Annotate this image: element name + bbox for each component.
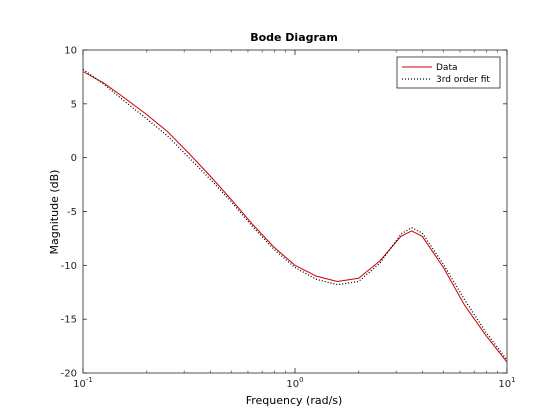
y-tick-label: -5: [67, 207, 77, 218]
axes-box: [82, 49, 508, 374]
series-layer: [82, 68, 508, 363]
chart-title: Bode Diagram: [250, 31, 338, 44]
legend-label-fit: 3rd order fit: [436, 75, 490, 85]
y-tick-label: 0: [71, 153, 77, 164]
legend-label-data: Data: [436, 63, 458, 73]
y-tick-label: 10: [64, 46, 77, 57]
y-axis-label: Magnitude (dB): [48, 170, 61, 255]
x-axis-label: Frequency (rad/s): [246, 394, 343, 407]
x-tick-label: 100: [286, 376, 303, 390]
y-tick-label: 5: [71, 99, 77, 110]
y-tick-label: -10: [61, 261, 77, 272]
series-line-0: [82, 71, 508, 363]
y-tick-label: -15: [61, 315, 77, 326]
x-tick-label: 101: [498, 376, 515, 390]
legend-box: [396, 56, 501, 89]
x-tick-label: 10-1: [73, 376, 93, 390]
y-tick-label: -20: [61, 369, 77, 380]
series-line-1: [82, 68, 508, 361]
legend: Data 3rd order fit: [396, 56, 501, 89]
plot-area: [82, 49, 508, 374]
